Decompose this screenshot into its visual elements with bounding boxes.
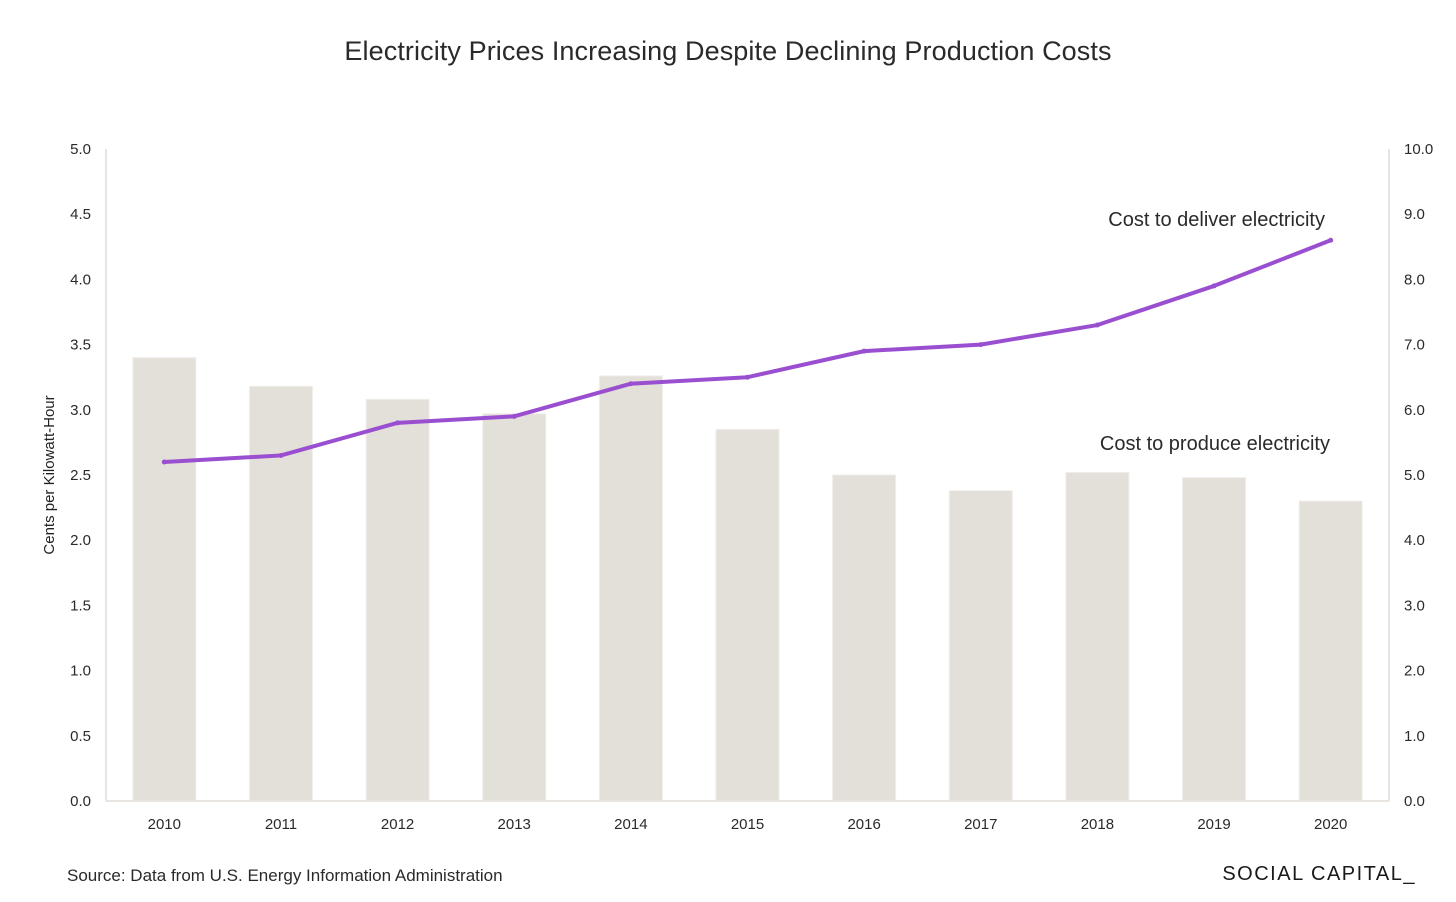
y2-tick-label: 0.0	[1404, 793, 1425, 810]
x-tick-label: 2020	[1314, 816, 1347, 833]
line-point-2011	[278, 452, 284, 458]
line-point-2019	[1211, 283, 1217, 289]
y-axis-title: Cents per Kilowatt-Hour	[41, 395, 58, 554]
y-tick-label: 1.0	[70, 663, 91, 680]
bars-group	[132, 357, 1363, 802]
bar-2013	[482, 413, 547, 802]
y-tick-label: 0.5	[70, 728, 91, 745]
annotation-deliver: Cost to deliver electricity	[1108, 209, 1325, 231]
y2-tick-label: 2.0	[1404, 663, 1425, 680]
line-point-2020	[1328, 237, 1334, 243]
deliver-cost-line	[162, 238, 1333, 464]
bar-2020	[1298, 500, 1363, 802]
y-tick-label: 3.0	[70, 402, 91, 419]
y2-ticks-group: 0.0 1.0 2.0 3.0 4.0 5.0 6.0 7.0 8.0 9.0 10.0	[1404, 141, 1433, 810]
line-point-2010	[161, 459, 167, 465]
axes-group	[105, 149, 1390, 802]
x-tick-label: 2016	[847, 816, 880, 833]
y-tick-label: 2.5	[70, 467, 91, 484]
line-point-2013	[511, 413, 517, 419]
bar-2014	[598, 375, 663, 802]
y2-tick-label: 1.0	[1404, 728, 1425, 745]
y-tick-label: 4.0	[70, 271, 91, 288]
line-point-2016	[861, 348, 867, 354]
line-point-2015	[745, 374, 750, 380]
source-note: Source: Data from U.S. Energy Informatio…	[67, 866, 503, 885]
y2-tick-label: 3.0	[1404, 597, 1425, 614]
y2-tick-label: 7.0	[1404, 337, 1425, 354]
bar-2010	[132, 357, 197, 802]
y2-tick-label: 8.0	[1404, 271, 1425, 288]
bar-2016	[832, 474, 897, 802]
x-tick-label: 2011	[265, 816, 297, 833]
line-point-2018	[1094, 322, 1100, 328]
y-tick-label: 5.0	[70, 141, 91, 158]
y-tick-label: 0.0	[70, 793, 91, 810]
bar-2015	[715, 428, 780, 802]
x-tick-label: 2017	[964, 816, 997, 833]
y-tick-label: 4.5	[70, 206, 91, 223]
bar-2018	[1065, 471, 1130, 802]
y2-tick-label: 4.0	[1404, 532, 1425, 549]
x-tick-label: 2019	[1197, 816, 1230, 833]
y-tick-label: 3.5	[70, 337, 91, 354]
x-tick-label: 2012	[381, 816, 414, 833]
y-tick-label: 2.0	[70, 532, 91, 549]
bar-2017	[948, 490, 1013, 802]
line-point-2017	[978, 342, 984, 348]
chart-title: Electricity Prices Increasing Despite De…	[344, 36, 1112, 66]
y-ticks-group: 0.0 0.5 1.0 1.5 2.0 2.5 3.0 3.5 4.0 4.5 5.0	[70, 141, 91, 810]
annotation-produce: Cost to produce electricity	[1100, 433, 1330, 455]
x-tick-label: 2015	[731, 816, 764, 833]
x-tick-label: 2018	[1081, 816, 1114, 833]
brand-logo: SOCIAL CAPITAL_	[1222, 863, 1416, 885]
y-tick-label: 1.5	[70, 597, 91, 614]
y2-tick-label: 10.0	[1404, 141, 1433, 158]
line-point-2012	[395, 420, 401, 426]
bar-2012	[365, 398, 430, 802]
x-tick-label: 2014	[614, 816, 647, 833]
y2-tick-label: 5.0	[1404, 467, 1425, 484]
x-ticks-group: 2010 2011 2012 2013 2014 2015 2016 2017 2018 2019…	[148, 816, 1348, 833]
x-tick-label: 2010	[148, 816, 181, 833]
line-point-2014	[628, 381, 634, 387]
line-group	[161, 237, 1334, 465]
bar-2019	[1182, 477, 1247, 802]
y2-tick-label: 6.0	[1404, 402, 1425, 419]
y2-tick-label: 9.0	[1404, 206, 1425, 223]
x-tick-label: 2013	[498, 816, 531, 833]
